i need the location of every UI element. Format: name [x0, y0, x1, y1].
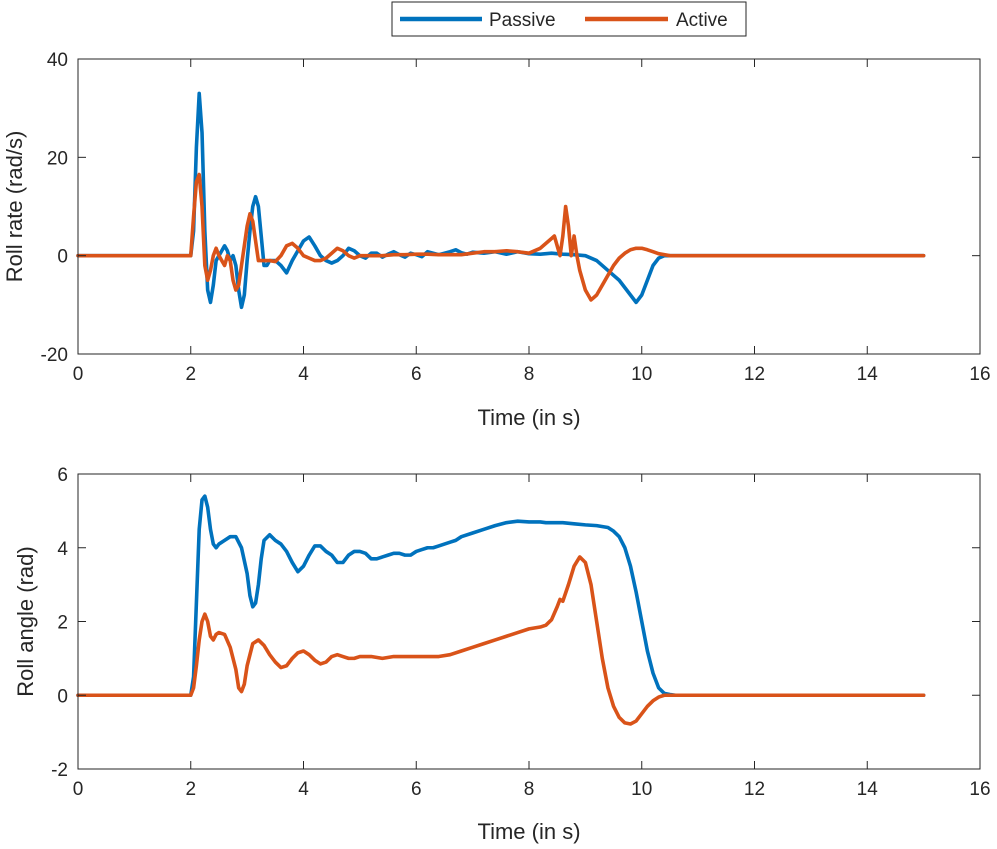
roll-angle-line-active — [76, 555, 926, 726]
roll-angle-plot-area — [78, 474, 980, 769]
legend: Passive Active — [391, 1, 747, 37]
roll-rate-xtick-label: 8 — [524, 364, 535, 385]
roll-angle-xtick-label: 8 — [524, 779, 535, 800]
roll-rate-ytick-label: -20 — [41, 345, 68, 366]
roll-angle-xtick-label: 14 — [857, 779, 879, 800]
roll-rate-ytick-label: 0 — [57, 247, 68, 268]
roll-rate-line-active — [76, 172, 926, 302]
roll-rate-xtick-label: 6 — [411, 364, 422, 385]
roll-angle-series — [76, 494, 926, 726]
roll-angle-ytick-label: 4 — [57, 539, 68, 560]
roll-angle-xtick-label: 6 — [411, 779, 422, 800]
roll-rate-series — [76, 91, 926, 310]
roll-angle-ytick-label: 6 — [57, 465, 68, 486]
roll-rate-axes-box — [77, 58, 981, 355]
roll-angle-xlabel: Time (in s) — [477, 819, 580, 844]
roll-rate-xtick-label: 16 — [969, 364, 990, 385]
roll-rate-xlabel: Time (in s) — [477, 405, 580, 430]
roll-rate-xtick-label: 0 — [73, 364, 84, 385]
legend-label-active: Active — [676, 10, 728, 31]
roll-angle-ytick-label: 2 — [57, 613, 68, 634]
roll-angle-xtick-label: 16 — [969, 779, 990, 800]
roll-angle-ytick-label: -2 — [51, 760, 68, 781]
roll-angle-xtick-label: 0 — [73, 779, 84, 800]
roll-rate-xtick-label: 2 — [185, 364, 196, 385]
roll-rate-ytick-label: 40 — [47, 50, 68, 71]
roll-rate-ylabel: Roll rate (rad/s) — [2, 131, 27, 283]
roll-angle-ytick-label: 0 — [57, 686, 68, 707]
roll-rate-xtick-label: 12 — [744, 364, 765, 385]
roll-angle-xtick-label: 10 — [631, 779, 652, 800]
roll-rate-xtick-label: 14 — [857, 364, 879, 385]
roll-angle-xtick-label: 12 — [744, 779, 765, 800]
roll-rate-xtick-label: 4 — [298, 364, 309, 385]
roll-rate-xtick-label: 10 — [631, 364, 652, 385]
roll-angle-xtick-label: 4 — [298, 779, 309, 800]
roll-angle-ylabel: Roll angle (rad) — [13, 546, 38, 696]
roll-angle-xtick-label: 2 — [185, 779, 196, 800]
roll-angle-line-passive — [76, 494, 926, 698]
legend-label-passive: Passive — [489, 10, 556, 31]
roll-rate-ytick-label: 20 — [47, 148, 68, 169]
roll-rate-plot-area — [78, 59, 980, 354]
roll-angle-axes-box — [77, 473, 981, 770]
